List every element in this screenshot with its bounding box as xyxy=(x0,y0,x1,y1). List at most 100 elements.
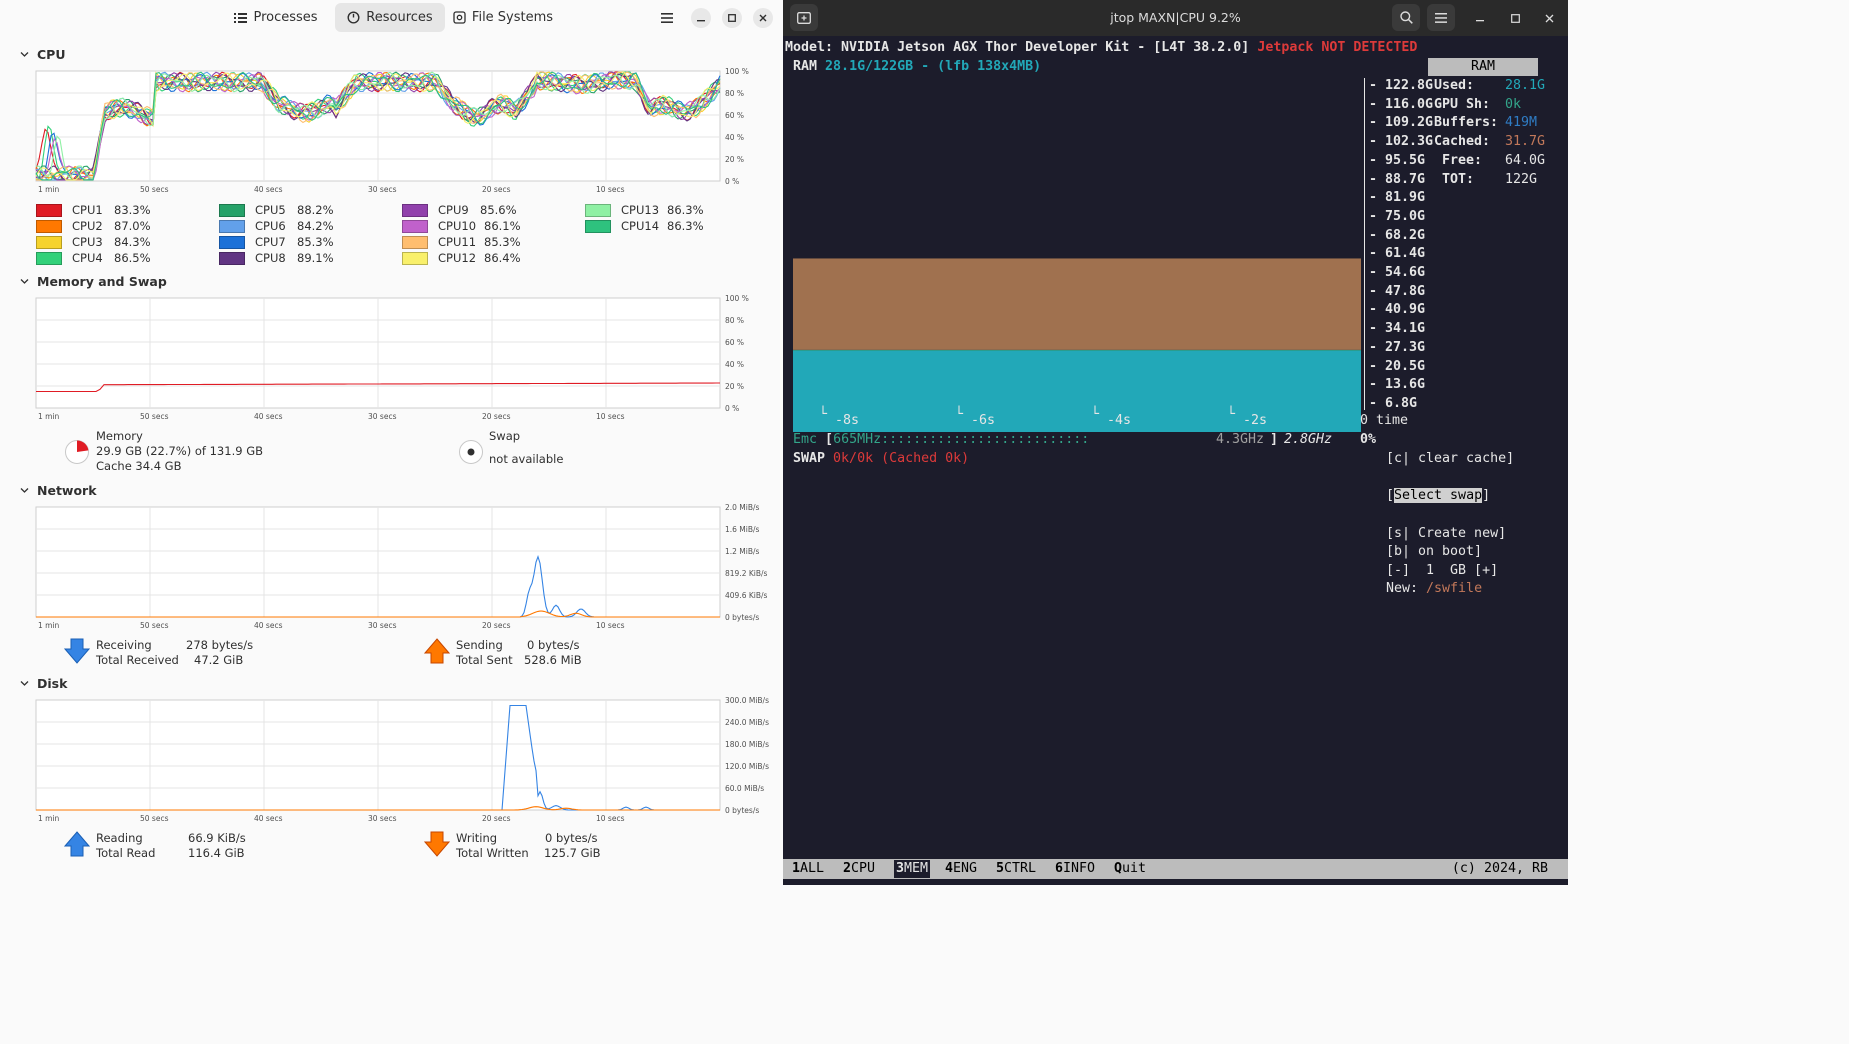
new-tab-button[interactable] xyxy=(790,4,818,31)
memory-y-tick: 0 % xyxy=(725,404,739,413)
cpu-color-swatch[interactable] xyxy=(585,203,611,217)
tab-resources[interactable]: Resources xyxy=(335,3,445,32)
cpu-legend-item[interactable]: CPU5 88.2% xyxy=(219,203,334,217)
cpu-legend-item[interactable]: CPU1 83.3% xyxy=(36,203,151,217)
disk-section-header[interactable]: Disk xyxy=(20,676,67,691)
cpu-y-tick: 0 % xyxy=(725,177,739,186)
create-swap-option[interactable]: [s| Create new] xyxy=(1386,526,1507,541)
cpu-x-tick: 40 secs xyxy=(254,185,283,194)
terminal-maximize-button[interactable] xyxy=(1508,11,1522,25)
swap-size-stepper[interactable]: [-] 1 GB [+] xyxy=(1386,563,1499,578)
cpu-color-swatch[interactable] xyxy=(402,219,428,233)
clear-cache-option[interactable]: [c| clear cache] xyxy=(1386,451,1515,466)
cpu-color-swatch[interactable] xyxy=(585,219,611,233)
cpu-legend-item[interactable]: CPU3 84.3% xyxy=(36,235,151,249)
terminal-window: jtop MAXN|CPU 9.2% Model: NVIDIA Jetson … xyxy=(783,0,1568,885)
cpu-usage-value: 86.1% xyxy=(484,219,521,233)
memory-pie-wedge xyxy=(77,440,89,452)
network-y-tick: 1.6 MiB/s xyxy=(725,525,760,534)
cpu-section-header[interactable]: CPU xyxy=(20,47,66,62)
memory-pie-icon xyxy=(65,440,89,464)
disk-y-tick: 120.0 MiB/s xyxy=(725,762,769,771)
network-x-tick: 20 secs xyxy=(482,621,511,630)
minimize-icon xyxy=(1476,20,1484,22)
search-button[interactable] xyxy=(1392,4,1420,31)
reading-value: 66.9 KiB/s xyxy=(188,831,246,845)
tab-processes[interactable]: Processes xyxy=(226,3,326,32)
jtop-tab-eng[interactable]: 4ENG xyxy=(945,860,977,878)
cpu-name: CPU6 xyxy=(255,219,286,233)
memory-x-tick: 40 secs xyxy=(254,412,283,421)
ram-stat-value: 419M xyxy=(1505,115,1538,131)
tab-file-systems[interactable]: File Systems xyxy=(452,3,554,32)
cpu-legend-item[interactable]: CPU9 85.6% xyxy=(402,203,517,217)
cpu-legend-item[interactable]: CPU13 86.3% xyxy=(585,203,704,217)
memory-section-header[interactable]: Memory and Swap xyxy=(20,274,167,289)
network-section-header[interactable]: Network xyxy=(20,483,97,498)
cpu-color-swatch[interactable] xyxy=(219,251,245,265)
disk-x-tick: 40 secs xyxy=(254,814,283,823)
ram-stat-label: TOT: xyxy=(1434,171,1475,187)
jtop-tab-info[interactable]: 6INFO xyxy=(1055,860,1095,878)
cpu-color-swatch[interactable] xyxy=(36,203,62,217)
jtop-tab-label: uit xyxy=(1122,861,1147,876)
total-sent-label: Total Sent xyxy=(456,653,513,667)
cpu-name: CPU8 xyxy=(255,251,286,265)
ram-stat-value: 28.1G xyxy=(1505,78,1546,93)
cpu-color-swatch[interactable] xyxy=(219,203,245,217)
close-button[interactable] xyxy=(753,8,773,28)
ram-y-label: - 40.9G xyxy=(1369,301,1425,319)
ram-y-value: 109.2G xyxy=(1385,115,1434,131)
receiving-label: Receiving xyxy=(96,638,152,652)
cpu-legend-item[interactable]: CPU11 85.3% xyxy=(402,235,521,249)
cpu-color-swatch[interactable] xyxy=(36,251,62,265)
new-tab-icon xyxy=(797,11,811,24)
cpu-legend-item[interactable]: CPU7 85.3% xyxy=(219,235,334,249)
disk-y-tick: 180.0 MiB/s xyxy=(725,740,769,749)
jtop-tab-label: ENG xyxy=(953,861,978,876)
cpu-y-tick: 20 % xyxy=(725,155,744,164)
swap-on-boot-option[interactable]: [b| on boot] xyxy=(1386,544,1483,559)
time-axis-label: └ -8s xyxy=(819,407,859,430)
cpu-legend-item[interactable]: CPU14 86.3% xyxy=(585,219,704,233)
terminal-header-bar: jtop MAXN|CPU 9.2% xyxy=(783,0,1568,36)
cpu-legend-item[interactable]: CPU6 84.2% xyxy=(219,219,334,233)
jtop-tab-cpu[interactable]: 2CPU xyxy=(843,860,875,878)
disk-x-tick: 1 min xyxy=(38,814,60,823)
cpu-color-swatch[interactable] xyxy=(219,235,245,249)
cpu-color-swatch[interactable] xyxy=(36,219,62,233)
cpu-legend-item[interactable]: CPU10 86.1% xyxy=(402,219,521,233)
new-swap-path[interactable]: /swfile xyxy=(1426,581,1483,596)
select-swap-button[interactable]: Select swap xyxy=(1394,488,1483,503)
cpu-x-tick: 30 secs xyxy=(368,185,397,194)
cpu-usage-value: 86.3% xyxy=(667,203,704,217)
network-y-tick: 409.6 KiB/s xyxy=(725,591,768,600)
cpu-legend-item[interactable]: CPU4 86.5% xyxy=(36,251,151,265)
cpu-color-swatch[interactable] xyxy=(36,235,62,249)
ram-stat-value: 31.7G xyxy=(1505,134,1546,150)
jtop-tab-uit[interactable]: Quit xyxy=(1114,860,1146,878)
system-monitor-window: Processes Resources File Systems CPU 100… xyxy=(0,0,783,885)
main-menu-button[interactable] xyxy=(657,8,677,28)
cpu-name: CPU13 xyxy=(621,203,660,217)
maximize-button[interactable] xyxy=(722,8,742,28)
cpu-color-swatch[interactable] xyxy=(402,251,428,265)
terminal-close-button[interactable] xyxy=(1542,11,1556,25)
jtop-tab-ctrl[interactable]: 5CTRL xyxy=(996,860,1036,878)
cpu-usage-value: 85.3% xyxy=(484,235,521,249)
cpu-legend-item[interactable]: CPU12 86.4% xyxy=(402,251,521,265)
cpu-color-swatch[interactable] xyxy=(402,203,428,217)
minimize-button[interactable] xyxy=(691,8,711,28)
jtop-tab-mem[interactable]: 3MEM xyxy=(894,860,931,878)
network-y-tick: 819.2 KiB/s xyxy=(725,569,768,578)
jtop-tab-all[interactable]: 1ALL xyxy=(792,860,824,878)
jtop-tab-key: 6 xyxy=(1055,861,1064,876)
cpu-usage-value: 85.6% xyxy=(480,203,517,217)
reading-label: Reading xyxy=(96,831,143,845)
cpu-color-swatch[interactable] xyxy=(219,219,245,233)
terminal-menu-button[interactable] xyxy=(1427,4,1455,31)
cpu-legend-item[interactable]: CPU8 89.1% xyxy=(219,251,334,265)
cpu-legend-item[interactable]: CPU2 87.0% xyxy=(36,219,151,233)
cpu-color-swatch[interactable] xyxy=(402,235,428,249)
terminal-minimize-button[interactable] xyxy=(1473,11,1487,25)
